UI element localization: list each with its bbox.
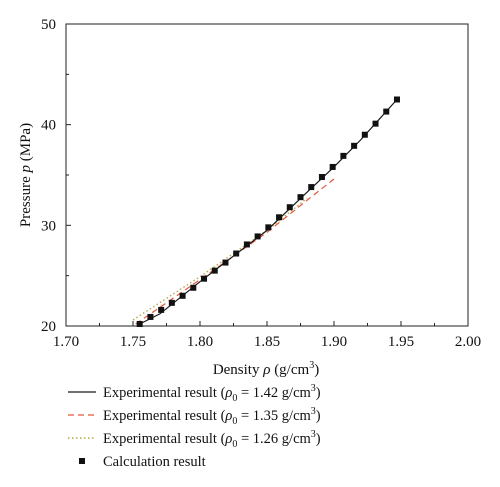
calc-point: [361, 131, 368, 138]
calc-point: [179, 292, 186, 299]
legend-label-exp-142: Experimental result (ρ0 = 1.42 g/cm3): [103, 383, 321, 404]
series-exp-135-line: [135, 178, 335, 325]
calc-point: [318, 174, 325, 181]
calc-point: [222, 259, 229, 266]
calc-point: [136, 320, 143, 327]
legend-label-exp-126: Experimental result (ρ0 = 1.26 g/cm3): [103, 429, 321, 450]
calc-point: [147, 313, 154, 320]
y-tick-label: 40: [41, 118, 56, 134]
calc-point: [297, 194, 304, 201]
x-tick-label: 1.75: [120, 334, 146, 350]
calc-point: [158, 306, 165, 313]
x-tick-label: 1.70: [53, 334, 79, 350]
calc-point: [254, 233, 261, 240]
calc-point: [201, 275, 208, 282]
calc-point: [340, 152, 347, 159]
legend-label-calc: Calculation result: [103, 454, 206, 470]
x-tick-label: 2.00: [455, 334, 481, 350]
calc-point: [168, 299, 175, 306]
calc-point: [372, 120, 379, 127]
legend-item-calc: Calculation result: [79, 454, 206, 470]
axis-ticks: [65, 23, 469, 327]
legend-item-exp-126: Experimental result (ρ0 = 1.26 g/cm3): [68, 429, 321, 450]
x-axis-title: Density ρ (g/cm3): [213, 360, 319, 378]
x-tick-label: 1.85: [254, 334, 280, 350]
y-tick-label: 50: [41, 17, 56, 33]
calc-point: [351, 142, 358, 149]
calc-point: [276, 214, 283, 221]
calc-point: [211, 267, 218, 274]
series-layer: [132, 96, 400, 327]
x-tick-label: 1.90: [321, 334, 347, 350]
calc-point: [243, 241, 250, 248]
legend-item-exp-135: Experimental result (ρ0 = 1.35 g/cm3): [68, 406, 321, 427]
y-tick-label: 20: [41, 319, 56, 335]
legend-item-exp-142: Experimental result (ρ0 = 1.42 g/cm3): [68, 383, 321, 404]
calc-point: [329, 163, 336, 170]
y-tick-label: 30: [41, 218, 56, 234]
x-tick-label: 1.95: [388, 334, 414, 350]
y-axis-title: Pressure p (MPa): [18, 123, 34, 227]
legend: Experimental result (ρ0 = 1.42 g/cm3) Ex…: [68, 383, 321, 470]
calc-point: [286, 204, 293, 211]
calc-point: [308, 184, 315, 191]
legend-swatch-calc: [79, 458, 85, 464]
calc-point: [190, 284, 197, 291]
calc-point: [393, 96, 400, 103]
legend-label-exp-135: Experimental result (ρ0 = 1.35 g/cm3): [103, 406, 321, 427]
calc-point: [265, 224, 272, 231]
x-tick-label: 1.80: [187, 334, 213, 350]
calc-point: [383, 108, 390, 115]
tick-labels: 1.70 1.75 1.80 1.85 1.90 1.95 2.00 20 30 40 50: [41, 17, 481, 350]
calc-point: [233, 250, 240, 257]
